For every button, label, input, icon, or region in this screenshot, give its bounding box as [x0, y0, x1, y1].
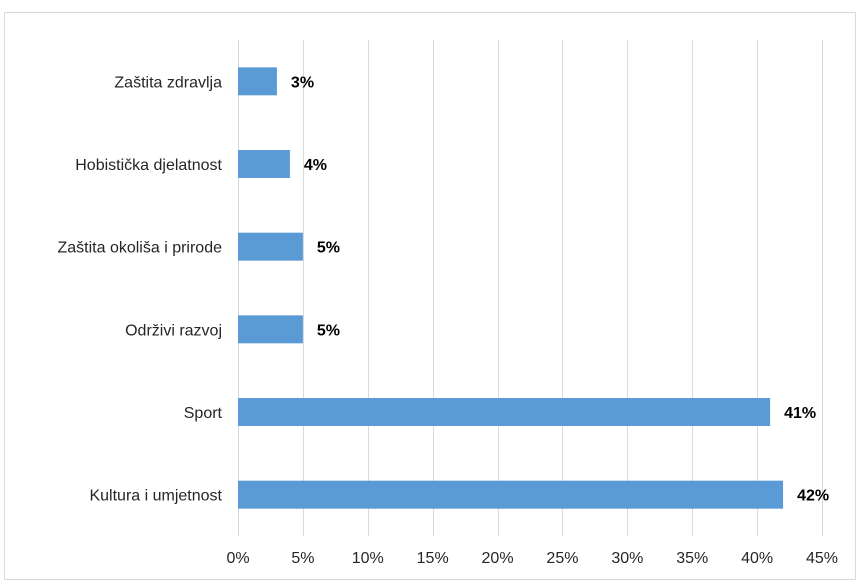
category-label: Sport	[184, 405, 223, 422]
category-label: Održivi razvoj	[125, 322, 222, 339]
grid-layer	[238, 40, 823, 536]
bar	[238, 150, 290, 178]
x-tick-label: 35%	[676, 550, 708, 567]
x-tick-label: 45%	[806, 550, 838, 567]
data-label: 42%	[797, 488, 829, 505]
bar	[238, 315, 303, 344]
x-tick-label: 20%	[482, 550, 514, 567]
data-label: 5%	[317, 240, 340, 257]
bar	[238, 67, 277, 96]
bar	[238, 232, 303, 261]
category-label: Zaštita okoliša i prirode	[57, 240, 222, 257]
x-tick-label: 40%	[741, 550, 773, 567]
x-tick-label: 0%	[226, 550, 249, 567]
data-label: 3%	[291, 74, 314, 91]
data-label: 5%	[317, 322, 340, 339]
x-tick-label: 25%	[546, 550, 578, 567]
x-tick-label: 30%	[611, 550, 643, 567]
category-label: Kultura i umjetnost	[89, 488, 222, 505]
category-label: Hobistička djelatnost	[75, 157, 222, 174]
x-tick-label: 15%	[417, 550, 449, 567]
bar	[238, 480, 784, 509]
label-layer: 0% 5% 10% 15% 20% 25% 30% 35% 40% 45% Zaštita zdra…	[57, 74, 838, 567]
bar	[238, 398, 771, 426]
x-tick-label: 5%	[291, 550, 314, 567]
x-tick-label: 10%	[352, 550, 384, 567]
category-label: Zaštita zdravlja	[114, 74, 222, 91]
data-label: 4%	[304, 157, 327, 174]
data-label: 41%	[784, 405, 816, 422]
bar-layer	[238, 67, 784, 509]
